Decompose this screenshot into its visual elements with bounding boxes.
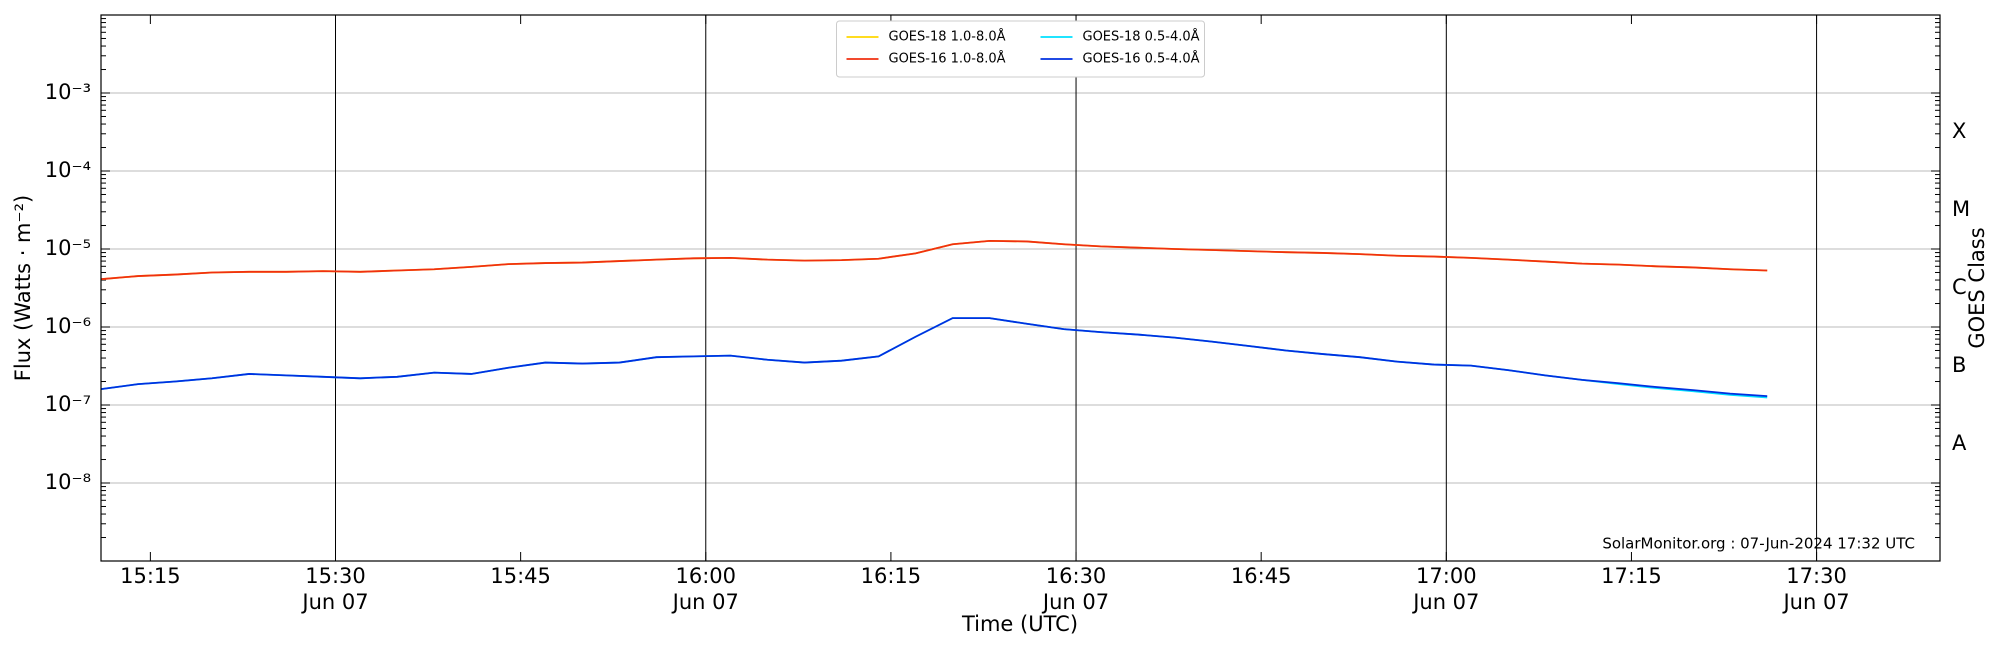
legend-label: GOES-18 0.5-4.0Å <box>1083 29 1200 45</box>
goes-class-label: A <box>1952 431 1967 455</box>
goes-class-label: B <box>1952 353 1966 377</box>
series-line <box>100 317 1768 398</box>
y-tick-label: 10⁻⁸ <box>45 470 91 494</box>
x-tick-label: 16:15 <box>861 564 922 588</box>
x-tick-label: 16:30 Jun 07 <box>1041 564 1109 614</box>
legend-label: GOES-16 1.0-8.0Å <box>889 51 1006 67</box>
y-tick-label: 10⁻⁵ <box>45 236 91 260</box>
x-tick-label: 17:15 <box>1601 564 1662 588</box>
x-tick-label: 15:15 <box>120 564 181 588</box>
y-tick-label: 10⁻⁷ <box>45 392 91 416</box>
legend-box <box>836 20 1205 78</box>
x-tick-label: 16:45 <box>1231 564 1292 588</box>
footer: SolarMonitor.org : 07-Jun-2024 17:32 UTC <box>1602 535 1915 553</box>
series-line <box>100 317 1768 399</box>
y-tick-label: 10⁻³ <box>45 80 91 104</box>
legend-label: GOES-18 1.0-8.0Å <box>889 29 1006 45</box>
x-tick-label: 15:30 Jun 07 <box>300 564 368 614</box>
y-tick-label: 10⁻⁴ <box>45 158 91 182</box>
x-tick-label: 17:00 Jun 07 <box>1411 564 1479 614</box>
plot-frame <box>100 14 1941 562</box>
goes-class-label: X <box>1952 119 1966 143</box>
goes-class-label: M <box>1952 197 1970 221</box>
legend-label: GOES-16 0.5-4.0Å <box>1083 51 1200 67</box>
y-tick-label: 10⁻⁶ <box>45 314 91 338</box>
y-axis-label: Flux (Watts · m⁻²) <box>11 195 35 381</box>
x-tick-label: 16:00 Jun 07 <box>671 564 739 614</box>
series-line <box>100 239 1768 281</box>
x-tick-label: 17:30 Jun 07 <box>1781 564 1849 614</box>
y2-axis-label: GOES Class <box>1965 227 1989 348</box>
x-axis-label: Time (UTC) <box>961 612 1078 636</box>
goes-class-label: C <box>1952 275 1967 299</box>
x-tick-label: 15:45 <box>490 564 551 588</box>
